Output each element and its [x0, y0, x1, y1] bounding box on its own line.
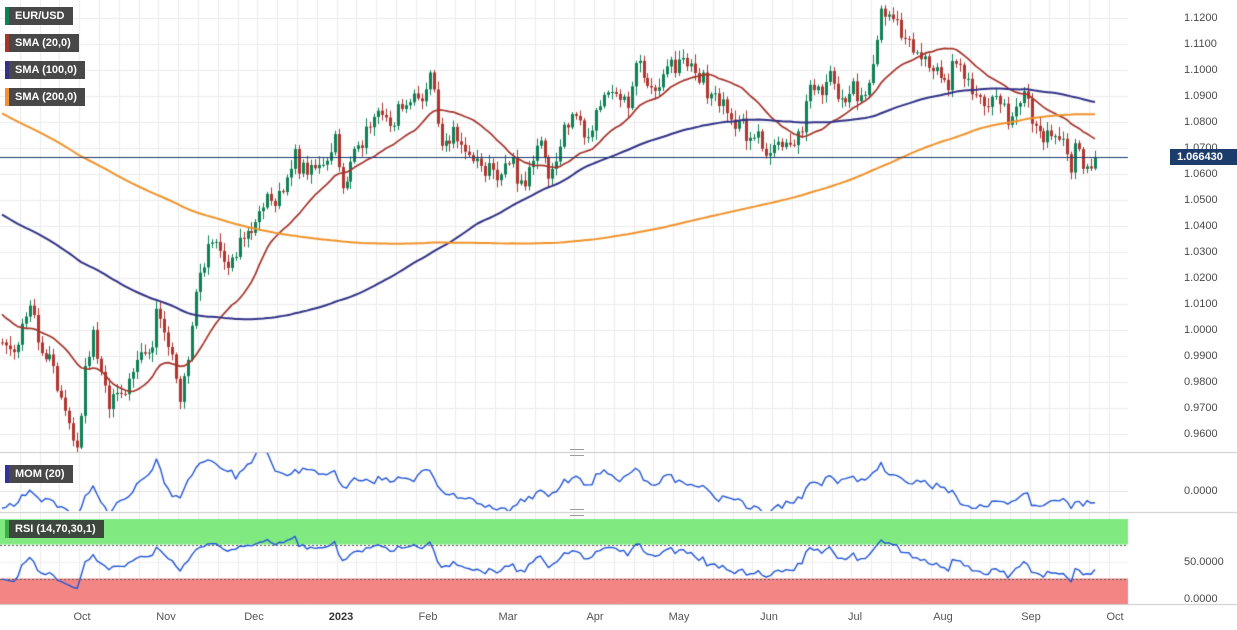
time-axis-label: Nov	[156, 611, 176, 623]
price-tick-label: 0.9800	[1184, 376, 1218, 388]
price-tick-label: 1.1200	[1184, 12, 1218, 24]
rsi-indicator-label: RSI (14,70,30,1)	[15, 523, 96, 535]
time-axis-label: Feb	[418, 611, 438, 623]
legend-item-sma-20-0[interactable]: SMA (20,0)	[5, 34, 79, 52]
price-tick-label: 1.0400	[1184, 220, 1218, 232]
legend-color-stripe	[5, 61, 9, 79]
time-axis-label: Mar	[498, 611, 518, 623]
price-tick-label: 1.0300	[1184, 246, 1218, 258]
mom-indicator-label: MOM (20)	[15, 468, 65, 480]
rsi-indicator-badge[interactable]: RSI (14,70,30,1)	[5, 520, 104, 538]
price-tick-label: 1.1100	[1184, 38, 1217, 50]
price-tick-label: 0.9600	[1184, 428, 1218, 440]
time-axis-label: Oct	[1106, 611, 1124, 623]
time-axis-label: Dec	[244, 611, 264, 623]
legend-item-label: SMA (100,0)	[15, 64, 77, 76]
legend-item-label: SMA (20,0)	[15, 37, 71, 49]
panel-resize-handle-rsi[interactable]	[570, 509, 584, 516]
price-tick-label: 1.0200	[1184, 272, 1218, 284]
price-tick-label: 1.0800	[1184, 116, 1218, 128]
rsi-indicator-stripe	[5, 520, 9, 538]
legend-item-label: EUR/USD	[15, 10, 65, 22]
current-price-value: 1.066430	[1177, 151, 1223, 163]
price-tick-label: 1.0500	[1184, 194, 1218, 206]
price-tick-label: 1.0000	[1184, 324, 1218, 336]
legend-item-sma-200-0[interactable]: SMA (200,0)	[5, 88, 85, 106]
rsi-tick-label: 0.0000	[1184, 593, 1218, 605]
price-tick-label: 0.9900	[1184, 350, 1218, 362]
mom-indicator-stripe	[5, 465, 9, 483]
mom-tick-label: 0.0000	[1184, 485, 1218, 497]
time-axis-label: Sep	[1021, 611, 1041, 623]
price-tick-label: 1.1000	[1184, 64, 1218, 76]
time-axis-label: Apr	[586, 611, 604, 623]
time-axis-label: Jun	[760, 611, 778, 623]
legend-color-stripe	[5, 88, 9, 106]
legend-color-stripe	[5, 34, 9, 52]
price-tick-label: 1.0600	[1184, 168, 1218, 180]
price-tick-label: 1.0100	[1184, 298, 1218, 310]
time-axis-label: May	[668, 611, 690, 623]
legend-item-eur-usd[interactable]: EUR/USD	[5, 7, 73, 25]
time-axis-label: Oct	[73, 611, 91, 623]
time-axis-label: Jul	[847, 611, 863, 623]
time-axis-label: 2023	[328, 611, 354, 623]
legend-color-stripe	[5, 7, 9, 25]
rsi-tick-label: 50.0000	[1184, 556, 1224, 568]
price-tick-label: 0.9700	[1184, 402, 1218, 414]
panel-resize-handle-mom[interactable]	[570, 449, 584, 456]
time-axis-label: Aug	[933, 611, 953, 623]
price-tick-label: 1.0900	[1184, 90, 1218, 102]
current-price-badge: 1.066430	[1170, 149, 1237, 165]
legend-item-sma-100-0[interactable]: SMA (100,0)	[5, 61, 85, 79]
legend-item-label: SMA (200,0)	[15, 91, 77, 103]
mom-indicator-badge[interactable]: MOM (20)	[5, 465, 73, 483]
